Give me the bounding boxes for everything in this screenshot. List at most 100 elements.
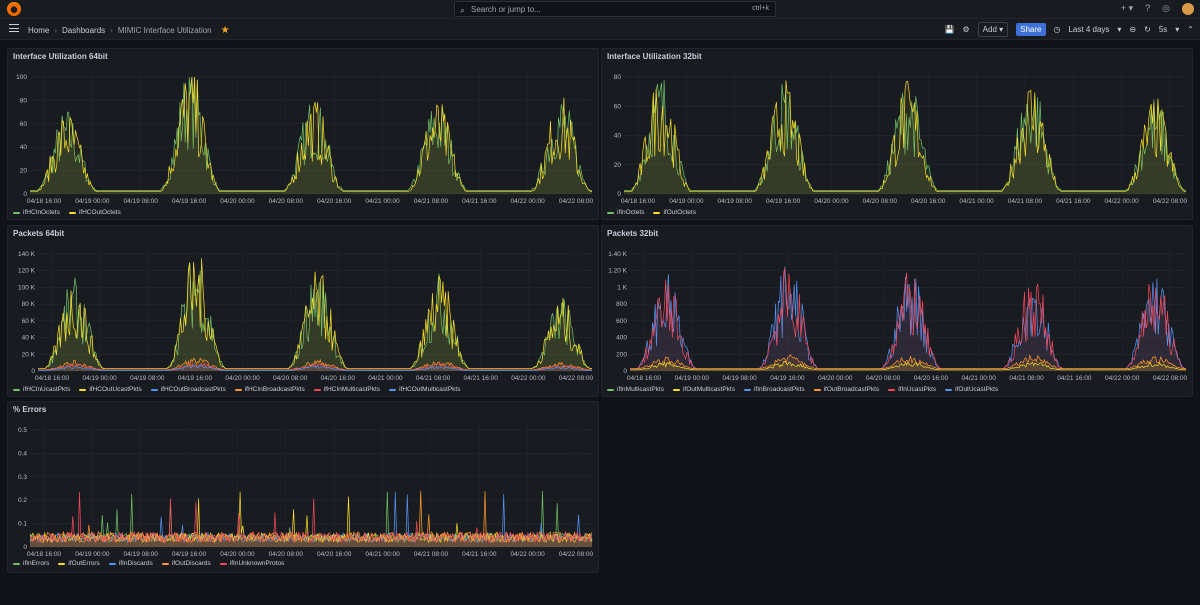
legend-swatch: [945, 388, 953, 391]
y-tick-label: 0: [23, 191, 27, 198]
legend-swatch: [743, 388, 751, 391]
star-icon[interactable]: ★: [220, 25, 230, 36]
legend-item[interactable]: ifInDiscards: [108, 560, 153, 567]
legend-item[interactable]: ifInErrors: [13, 560, 49, 567]
refresh-interval[interactable]: 5s: [1158, 25, 1168, 34]
legend-item[interactable]: ifHCInBroadcastPkts: [234, 386, 305, 393]
panel-util32[interactable]: Interface Utilization 32bit 0 20 40 60 80 04/…: [601, 48, 1193, 220]
legend-item[interactable]: ifHCInMulticastPkts: [313, 386, 381, 393]
x-tick-label: 04/20 00:00: [818, 375, 853, 382]
y-tick-label: 1.40 K: [608, 251, 627, 258]
legend-label: ifOutUcastPkts: [955, 386, 999, 393]
y-tick-label: 40: [614, 133, 622, 140]
legend-item[interactable]: ifInUnknownProtos: [219, 560, 284, 567]
series-line: [630, 360, 1186, 371]
breadcrumb-current: MIMIC Interface Utilization: [117, 26, 212, 35]
legend-item[interactable]: ifHCOutMulticastPkts: [389, 386, 460, 393]
legend-label: ifInDiscards: [118, 560, 153, 567]
panel-title: Packets 32bit: [607, 229, 659, 238]
legend-item[interactable]: ifHCOutOctets: [68, 209, 121, 216]
chevron-down-icon[interactable]: ▾: [1175, 25, 1180, 34]
legend-item[interactable]: ifInMulticastPkts: [607, 386, 664, 393]
legend-swatch: [607, 211, 614, 214]
panel-errors[interactable]: % Errors 0 0.1 0.2 0.3 0.4 0.5 04/18 16:00 04/1…: [7, 401, 599, 573]
legend-swatch: [313, 388, 321, 391]
dashboard-nav-bar: Home › Dashboards › MIMIC Interface Util…: [0, 19, 1200, 40]
x-tick-label: 04/19 00:00: [75, 198, 110, 205]
menu-hamburger-icon[interactable]: [9, 24, 19, 32]
legend-item[interactable]: ifOutOctets: [653, 209, 696, 216]
x-tick-label: 04/20 08:00: [863, 198, 898, 205]
x-tick-label: 04/20 00:00: [814, 198, 849, 205]
legend-item[interactable]: ifInBroadcastPkts: [743, 386, 805, 393]
legend-item[interactable]: ifHCInUcastPkts: [13, 386, 70, 393]
legend-label: ifInMulticastPkts: [617, 386, 664, 393]
add-button[interactable]: Add ▾: [977, 22, 1009, 37]
x-tick-label: 04/20 16:00: [914, 375, 949, 382]
new-plus-icon[interactable]: + ▾: [1120, 3, 1134, 13]
x-tick-label: 04/21 08:00: [1009, 375, 1044, 382]
legend-item[interactable]: ifOutMulticastPkts: [672, 386, 735, 393]
zoom-out-icon[interactable]: ⊖: [1129, 25, 1137, 34]
legend-label: ifHCInMulticastPkts: [323, 386, 381, 393]
panel-pkts32[interactable]: Packets 32bit 0 200 400 600 800 1 K 1.20 K 1.40…: [601, 225, 1193, 397]
y-tick-label: 60 K: [22, 318, 36, 325]
x-tick-label: 04/21 16:00: [464, 375, 499, 382]
x-tick-label: 04/18 16:00: [27, 198, 62, 205]
x-tick-label: 04/21 00:00: [959, 198, 994, 205]
x-tick-label: 04/20 08:00: [269, 551, 304, 558]
search-icon: ⌕: [460, 5, 466, 15]
y-tick-label: 0.4: [18, 450, 27, 457]
series-area: [630, 268, 1186, 371]
series-area: [30, 77, 592, 194]
legend-item[interactable]: ifOutErrors: [58, 560, 100, 567]
chart-pkts32: 0 200 400 600 800 1 K 1.20 K 1.40 K 04/18 16:00 0…: [608, 246, 1188, 382]
y-tick-label: 100: [16, 74, 27, 81]
refresh-icon[interactable]: ↻: [1144, 25, 1151, 34]
dashboard-toolbar: 💾 ⚙ Add ▾ Share ◷ Last 4 days ▾ ⊖ ↻ 5s ▾…: [945, 22, 1194, 37]
search-shortcut: ctrl+k: [752, 5, 769, 12]
chart-util32: 0 20 40 60 80 04/18 16:00 04/19 00:00 04/19 08:…: [614, 69, 1188, 205]
legend-swatch: [234, 388, 242, 391]
legend-item[interactable]: ifOutBroadcastPkts: [813, 386, 879, 393]
legend-item[interactable]: ifHCOutUcastPkts: [79, 386, 142, 393]
legend-item[interactable]: ifInOctets: [607, 209, 644, 216]
panel-util64[interactable]: Interface Utilization 64bit 0 20 40 60 80 100…: [7, 48, 599, 220]
help-icon[interactable]: ?: [1145, 3, 1151, 13]
legend-swatch: [13, 388, 20, 391]
x-tick-label: 04/21 16:00: [462, 551, 497, 558]
x-tick-label: 04/22 00:00: [1105, 375, 1140, 382]
y-tick-label: 200: [616, 351, 627, 358]
x-tick-label: 04/21 08:00: [414, 551, 449, 558]
legend-item[interactable]: ifInUcastPkts: [888, 386, 936, 393]
news-rss-icon[interactable]: ◎: [1162, 3, 1170, 13]
x-tick-label: 04/20 00:00: [220, 198, 255, 205]
legend-item[interactable]: ifOutUcastPkts: [945, 386, 998, 393]
breadcrumb: Home › Dashboards › MIMIC Interface Util…: [28, 25, 230, 36]
x-tick-label: 04/19 16:00: [172, 198, 207, 205]
panel-pkts64[interactable]: Packets 64bit 0 20 K 40 K 60 K 80 K 100 K 120 …: [7, 225, 599, 397]
legend-item[interactable]: ifOutDiscards: [161, 560, 211, 567]
legend-item[interactable]: ifHCOutBroadcastPkts: [150, 386, 226, 393]
collapse-up-icon[interactable]: ⌃: [1187, 25, 1194, 34]
settings-gear-icon[interactable]: ⚙: [962, 25, 970, 34]
legend-label: ifHCOutBroadcastPkts: [160, 386, 226, 393]
legend-swatch: [13, 211, 20, 214]
y-tick-label: 40 K: [22, 335, 36, 342]
legend-item[interactable]: ifHCInOctets: [13, 209, 60, 216]
breadcrumb-dashboards[interactable]: Dashboards: [62, 26, 106, 35]
chevron-down-icon[interactable]: ▾: [1117, 25, 1122, 34]
breadcrumb-home[interactable]: Home: [28, 26, 50, 35]
share-button[interactable]: Share: [1016, 23, 1046, 36]
search-input[interactable]: ⌕ Search or jump to... ctrl+k: [454, 1, 776, 17]
legend: ifInErrors ifOutErrors ifInDiscards ifOutDi…: [13, 560, 284, 567]
series-line: [38, 258, 593, 370]
x-tick-label: 04/20 08:00: [269, 198, 304, 205]
legend-swatch: [161, 562, 169, 565]
save-icon[interactable]: 💾: [944, 25, 955, 34]
legend: ifHCInUcastPkts ifHCOutUcastPkts ifHCOutBr…: [13, 386, 460, 393]
grafana-logo-icon[interactable]: [7, 2, 21, 16]
time-range-picker[interactable]: Last 4 days: [1068, 25, 1110, 34]
x-tick-label: 04/21 08:00: [1008, 198, 1043, 205]
avatar[interactable]: [1182, 3, 1194, 15]
